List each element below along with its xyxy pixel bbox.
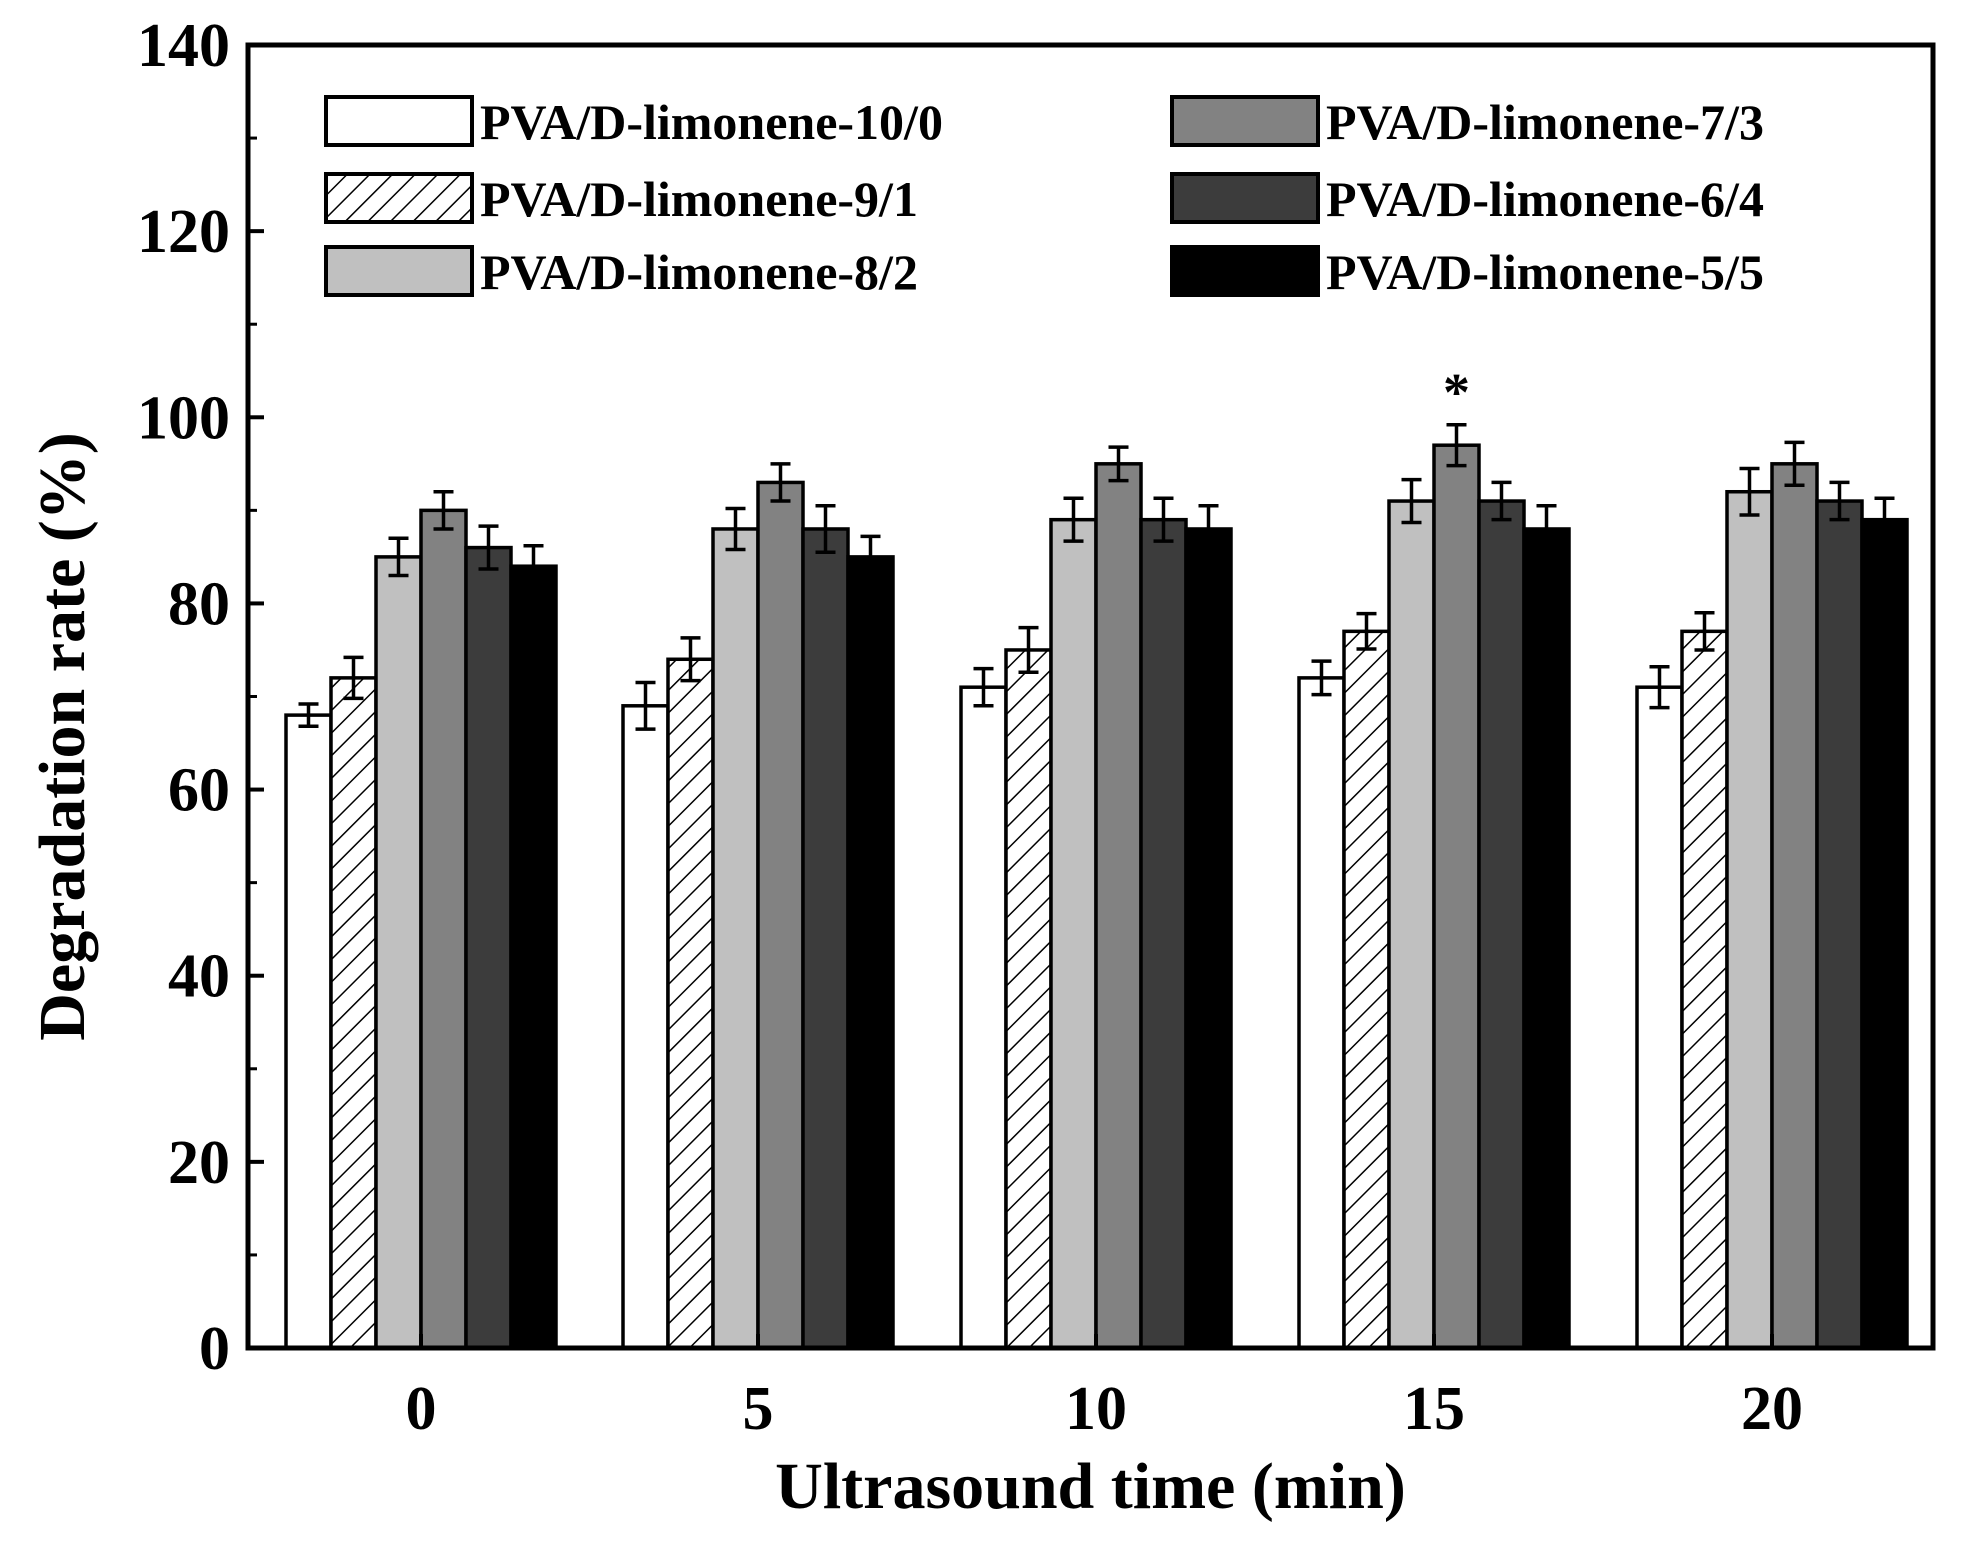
legend-swatch-PVA/D-limonene-6/4 xyxy=(1170,172,1320,224)
bar-PVA/D-limonene-7/3-10 xyxy=(1094,462,1143,1350)
legend-swatch-PVA/D-limonene-7/3 xyxy=(1170,95,1320,147)
bar-PVA/D-limonene-6/4-15 xyxy=(1477,499,1526,1350)
x-tick-label: 0 xyxy=(406,1375,437,1443)
bar-PVA/D-limonene-9/1-10 xyxy=(1004,648,1053,1350)
error-bar-PVA/D-limonene-5/5-15 xyxy=(1536,503,1557,554)
bar-PVA/D-limonene-8/2-15 xyxy=(1387,499,1436,1350)
legend-swatch-PVA/D-limonene-10/0 xyxy=(324,95,474,147)
x-axis-title: Ultrasound time (min) xyxy=(775,1450,1406,1523)
bar-PVA/D-limonene-9/1-5 xyxy=(666,657,715,1350)
error-bar-PVA/D-limonene-5/5-5 xyxy=(860,534,881,580)
x-tick-label: 5 xyxy=(743,1375,774,1443)
bar-PVA/D-limonene-10/0-0 xyxy=(284,713,333,1350)
y-tick-label: 0 xyxy=(199,1315,230,1383)
error-bar-PVA/D-limonene-7/3-15 xyxy=(1446,422,1467,468)
x-tick-label: 10 xyxy=(1065,1375,1127,1443)
bar-PVA/D-limonene-8/2-10 xyxy=(1049,517,1098,1350)
legend-label-PVA/D-limonene-9/1: PVA/D-limonene-9/1 xyxy=(480,171,918,227)
legend-label-PVA/D-limonene-10/0: PVA/D-limonene-10/0 xyxy=(480,94,943,150)
bar-PVA/D-limonene-5/5-5 xyxy=(846,555,895,1350)
bar-PVA/D-limonene-5/5-15 xyxy=(1522,527,1571,1350)
bar-PVA/D-limonene-5/5-20 xyxy=(1860,517,1909,1350)
legend-label-PVA/D-limonene-7/3: PVA/D-limonene-7/3 xyxy=(1326,94,1764,150)
bar-PVA/D-limonene-7/3-0 xyxy=(419,508,468,1350)
bar-PVA/D-limonene-8/2-20 xyxy=(1725,489,1774,1350)
error-bar-PVA/D-limonene-8/2-5 xyxy=(725,506,746,552)
error-bar-PVA/D-limonene-8/2-15 xyxy=(1401,477,1422,525)
bar-PVA/D-limonene-10/0-5 xyxy=(621,704,670,1350)
bar-PVA/D-limonene-7/3-15 xyxy=(1432,443,1481,1350)
y-tick-label: 100 xyxy=(137,384,230,452)
y-tick-label: 120 xyxy=(137,198,230,266)
bar-PVA/D-limonene-6/4-10 xyxy=(1139,517,1188,1350)
legend-swatch-PVA/D-limonene-9/1 xyxy=(324,172,474,224)
y-tick-label: 140 xyxy=(137,12,230,80)
error-bar-PVA/D-limonene-6/4-20 xyxy=(1829,480,1850,522)
error-bar-PVA/D-limonene-9/1-5 xyxy=(680,636,701,683)
error-bar-PVA/D-limonene-7/3-0 xyxy=(433,489,454,531)
bar-PVA/D-limonene-9/1-0 xyxy=(329,676,378,1350)
bar-PVA/D-limonene-5/5-10 xyxy=(1184,527,1233,1350)
bar-PVA/D-limonene-10/0-20 xyxy=(1635,685,1684,1350)
bar-PVA/D-limonene-6/4-5 xyxy=(801,527,850,1350)
error-bar-PVA/D-limonene-6/4-10 xyxy=(1153,496,1174,543)
error-bar-PVA/D-limonene-8/2-20 xyxy=(1739,466,1760,517)
error-bar-PVA/D-limonene-6/4-5 xyxy=(815,503,836,554)
bar-PVA/D-limonene-10/0-10 xyxy=(959,685,1008,1350)
error-bar-PVA/D-limonene-10/0-0 xyxy=(298,702,319,729)
bar-PVA/D-limonene-9/1-20 xyxy=(1680,629,1729,1350)
error-bar-PVA/D-limonene-10/0-20 xyxy=(1649,664,1670,710)
bar-PVA/D-limonene-7/3-20 xyxy=(1770,462,1819,1350)
legend-label-PVA/D-limonene-5/5: PVA/D-limonene-5/5 xyxy=(1326,244,1764,300)
error-bar-PVA/D-limonene-5/5-20 xyxy=(1874,496,1895,543)
error-bar-PVA/D-limonene-8/2-0 xyxy=(388,536,409,578)
y-axis-title: Degradation rate (%) xyxy=(26,432,99,1041)
bar-PVA/D-limonene-10/0-15 xyxy=(1297,676,1346,1350)
legend-label-PVA/D-limonene-8/2: PVA/D-limonene-8/2 xyxy=(480,244,918,300)
bar-PVA/D-limonene-5/5-0 xyxy=(509,564,558,1350)
y-tick-label: 20 xyxy=(168,1129,230,1197)
x-tick-label: 15 xyxy=(1403,1375,1465,1443)
error-bar-PVA/D-limonene-7/3-10 xyxy=(1108,445,1129,483)
error-bar-PVA/D-limonene-9/1-0 xyxy=(343,655,364,701)
error-bar-PVA/D-limonene-5/5-10 xyxy=(1198,503,1219,554)
error-bar-PVA/D-limonene-10/0-15 xyxy=(1311,659,1332,697)
legend-swatch-PVA/D-limonene-5/5 xyxy=(1170,245,1320,297)
error-bar-PVA/D-limonene-9/1-20 xyxy=(1694,610,1715,652)
bar-PVA/D-limonene-6/4-0 xyxy=(464,545,513,1350)
bar-PVA/D-limonene-8/2-5 xyxy=(711,527,760,1350)
error-bar-PVA/D-limonene-7/3-5 xyxy=(770,462,791,503)
bar-PVA/D-limonene-9/1-15 xyxy=(1342,629,1391,1350)
x-tick-label: 20 xyxy=(1741,1375,1803,1443)
error-bar-PVA/D-limonene-9/1-10 xyxy=(1018,625,1039,675)
legend-swatch-PVA/D-limonene-8/2 xyxy=(324,245,474,297)
error-bar-PVA/D-limonene-10/0-10 xyxy=(973,666,994,708)
legend-label-PVA/D-limonene-6/4: PVA/D-limonene-6/4 xyxy=(1326,171,1764,227)
significance-marker: * xyxy=(1443,363,1470,423)
error-bar-PVA/D-limonene-6/4-15 xyxy=(1491,480,1512,522)
error-bar-PVA/D-limonene-9/1-15 xyxy=(1356,611,1377,651)
y-tick-label: 60 xyxy=(168,757,230,825)
error-bar-PVA/D-limonene-6/4-0 xyxy=(478,524,499,571)
error-bar-PVA/D-limonene-8/2-10 xyxy=(1063,496,1084,543)
error-bar-PVA/D-limonene-7/3-20 xyxy=(1784,440,1805,487)
bar-PVA/D-limonene-7/3-5 xyxy=(756,480,805,1350)
y-tick-label: 80 xyxy=(168,570,230,638)
error-bar-PVA/D-limonene-10/0-5 xyxy=(635,680,656,731)
y-tick-label: 40 xyxy=(168,943,230,1011)
bar-PVA/D-limonene-6/4-20 xyxy=(1815,499,1864,1350)
error-bar-PVA/D-limonene-5/5-0 xyxy=(523,543,544,589)
bar-PVA/D-limonene-8/2-0 xyxy=(374,555,423,1350)
